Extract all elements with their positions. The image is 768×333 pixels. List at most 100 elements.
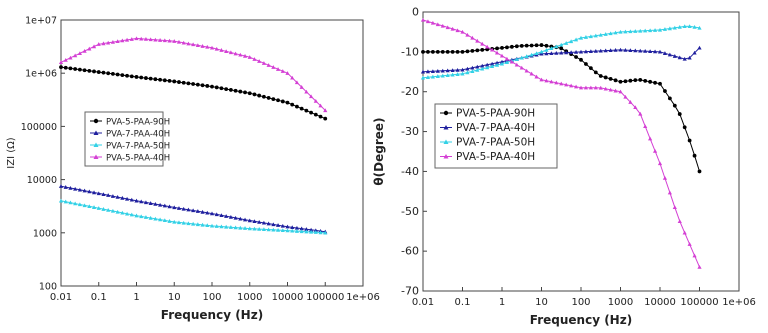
data-point (91, 205, 97, 209)
y-tick-label: 0 (412, 6, 419, 19)
data-point (534, 74, 539, 79)
data-point (618, 79, 623, 84)
data-point (313, 230, 318, 234)
data-point (144, 76, 148, 80)
data-point (101, 207, 106, 211)
data-point (200, 209, 205, 214)
data-point (124, 196, 130, 201)
data-point (539, 77, 544, 82)
data-point (73, 186, 78, 191)
data-point (662, 51, 668, 55)
x-tick-label: 1 (133, 292, 139, 303)
data-point (285, 228, 290, 233)
data-point (692, 153, 697, 158)
data-point (304, 227, 309, 231)
data-point (205, 223, 210, 228)
data-point (529, 52, 534, 57)
data-point (672, 103, 677, 108)
data-point (657, 27, 663, 32)
data-point (200, 44, 205, 48)
data-point (195, 209, 200, 213)
data-point (435, 68, 440, 73)
data-point (450, 68, 455, 72)
data-point (544, 51, 549, 56)
data-point (224, 87, 229, 91)
data-point (247, 218, 252, 223)
data-point (181, 40, 186, 45)
data-point (559, 46, 564, 51)
data-point (574, 55, 578, 59)
x-tick-label: 1000 (237, 292, 262, 303)
data-point (623, 94, 628, 99)
data-point (299, 106, 304, 111)
data-point (129, 37, 134, 41)
data-point (308, 94, 314, 99)
data-point (73, 201, 78, 206)
data-point (672, 54, 677, 58)
data-point (219, 213, 224, 217)
series-PVA-7-PAA-40H (58, 184, 328, 234)
series-PVA-5-PAA-40H (420, 17, 702, 269)
y-tick-label: 10000 (27, 175, 57, 186)
data-point (129, 74, 134, 79)
data-point (425, 75, 431, 79)
data-point (697, 169, 702, 174)
data-point (440, 23, 445, 28)
data-point (299, 229, 304, 234)
legend-label: PVA-5-PAA-90H (106, 118, 170, 128)
data-point (667, 26, 672, 31)
data-point (499, 59, 505, 64)
data-point (697, 25, 702, 30)
data-point (148, 215, 153, 220)
data-point (554, 51, 559, 55)
data-point (475, 48, 480, 53)
data-point (153, 201, 158, 206)
data-point (266, 63, 271, 67)
data-point (549, 79, 554, 84)
data-point (167, 219, 172, 223)
data-point (96, 70, 101, 74)
data-point (143, 37, 149, 41)
legend-label: PVA-7-PAA-40H (106, 130, 170, 140)
data-point (68, 66, 73, 71)
data-point (148, 201, 153, 205)
data-point (195, 82, 200, 87)
data-point (421, 49, 425, 54)
data-point (643, 49, 648, 53)
data-point (633, 105, 638, 110)
data-point (238, 89, 243, 94)
data-point (143, 215, 149, 219)
data-point (603, 75, 608, 80)
data-point (68, 185, 73, 190)
data-point (490, 61, 495, 66)
data-point (564, 50, 569, 55)
data-point (608, 31, 613, 36)
data-point (148, 37, 153, 42)
data-point (687, 24, 692, 28)
data-point (494, 60, 500, 65)
data-point (271, 97, 276, 101)
data-point (450, 72, 455, 77)
data-point (475, 64, 480, 69)
data-point (63, 199, 68, 204)
data-point (252, 219, 257, 223)
series-PVA-5-PAA-40H (58, 36, 328, 113)
data-point (420, 69, 426, 74)
data-point (96, 42, 101, 46)
data-point (475, 38, 480, 43)
data-point (500, 45, 504, 50)
data-point (191, 208, 196, 213)
data-point (233, 51, 238, 56)
data-point (233, 88, 238, 93)
data-point (106, 40, 111, 45)
data-point (578, 49, 584, 54)
data-point (593, 85, 598, 90)
data-point (425, 19, 431, 24)
y-tick-label: 1e+06 (25, 69, 57, 80)
data-point (697, 264, 702, 269)
data-point (420, 75, 426, 80)
data-point (425, 69, 431, 74)
data-point (186, 81, 191, 86)
data-point (475, 67, 480, 72)
data-point (252, 57, 257, 61)
